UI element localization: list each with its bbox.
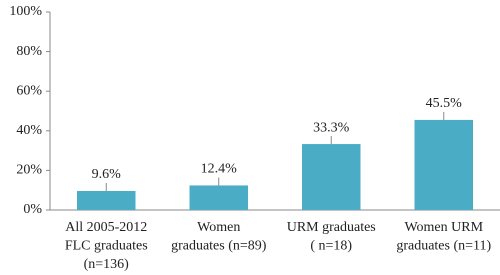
value-label: 9.6% (92, 167, 122, 182)
x-tick-label: graduates (n=89) (171, 239, 267, 254)
y-tick-label: 100% (9, 4, 42, 19)
y-tick-label: 80% (16, 44, 42, 59)
y-tick-label: 20% (16, 163, 42, 178)
value-label: 12.4% (201, 162, 238, 177)
bar (77, 190, 136, 210)
value-label: 45.5% (426, 96, 463, 111)
x-tick-label: Women (197, 220, 240, 235)
value-label: 33.3% (313, 120, 350, 135)
bar (414, 119, 473, 210)
x-tick-label: (n=136) (84, 257, 130, 272)
x-tick-label: All 2005-2012 (65, 220, 147, 235)
x-tick-label: URM graduates (287, 220, 376, 235)
x-tick-label: FLC graduates (65, 239, 148, 254)
x-tick-label: Women URM (404, 220, 483, 235)
x-tick-label: ( n=18) (310, 239, 352, 254)
y-tick-label: 0% (23, 202, 42, 217)
y-tick-label: 40% (16, 123, 42, 138)
y-tick-label: 60% (16, 83, 42, 98)
bar (302, 144, 361, 210)
bar (189, 185, 248, 210)
x-tick-label: graduates (n=11) (396, 239, 491, 254)
